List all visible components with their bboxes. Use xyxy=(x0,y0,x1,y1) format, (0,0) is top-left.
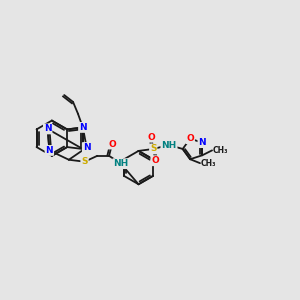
Text: NH: NH xyxy=(161,140,177,149)
Text: N: N xyxy=(198,138,206,147)
Text: CH₃: CH₃ xyxy=(213,146,229,155)
Text: O: O xyxy=(147,133,155,142)
Text: CH₃: CH₃ xyxy=(201,159,217,168)
Text: S: S xyxy=(150,145,157,154)
Text: O: O xyxy=(151,156,159,165)
Text: O: O xyxy=(186,134,194,143)
Text: N: N xyxy=(79,123,87,132)
Text: N: N xyxy=(44,124,52,134)
Text: N: N xyxy=(83,143,91,152)
Text: O: O xyxy=(108,140,116,148)
Text: S: S xyxy=(81,157,88,166)
Text: N: N xyxy=(46,146,53,155)
Text: NH: NH xyxy=(113,159,128,168)
